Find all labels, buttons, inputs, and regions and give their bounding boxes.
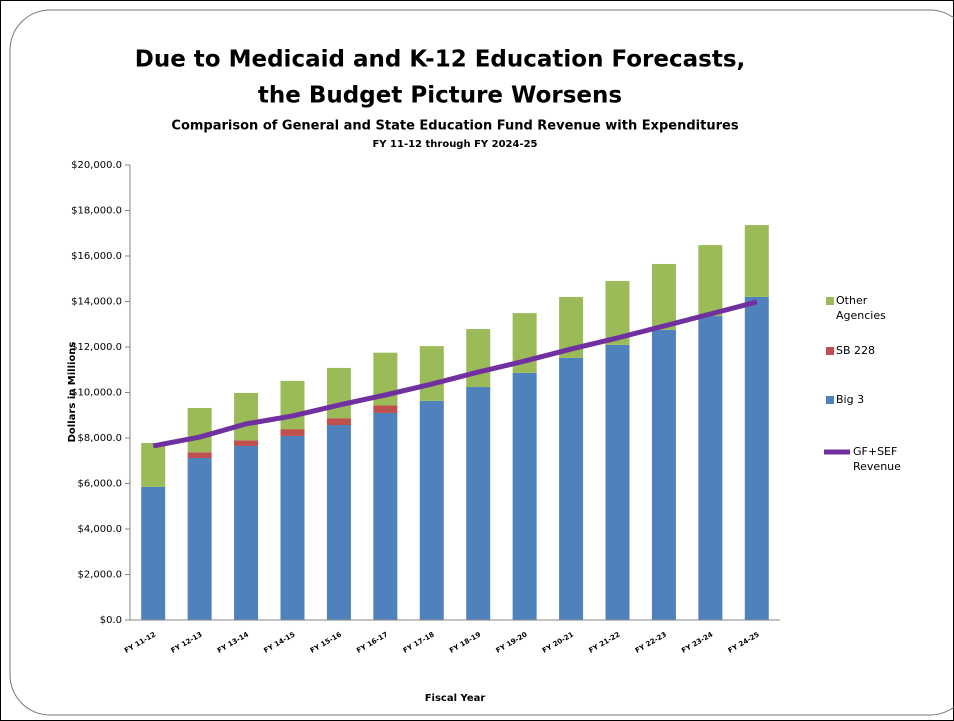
x-tick-label: FY 19-20 xyxy=(495,630,529,654)
bar-segment xyxy=(419,346,444,401)
legend-swatch xyxy=(826,396,834,404)
y-tick-label: $8,000.0 xyxy=(77,433,122,444)
x-tick-label: FY 14-15 xyxy=(262,630,296,654)
x-tick-label: FY 11-12 xyxy=(123,630,157,654)
bar-segment xyxy=(141,486,166,620)
legend-label: GF+SEF Revenue xyxy=(853,445,901,473)
x-tick-label: FY 13-14 xyxy=(216,630,250,654)
subtitle: Comparison of General and State Educatio… xyxy=(171,119,738,134)
x-tick-label: FY 23-24 xyxy=(680,630,714,654)
title: Due to Medicaid and K-12 Education Forec… xyxy=(135,47,746,73)
slide-frame xyxy=(9,9,954,716)
bar-segment xyxy=(466,329,491,388)
subtitle: FY 11-12 through FY 2024-25 xyxy=(372,139,537,150)
legend-label: Big 3 xyxy=(836,393,865,406)
y-tick-label: $14,000.0 xyxy=(71,297,122,308)
x-tick-label: FY 18-19 xyxy=(448,630,482,654)
bar-segment xyxy=(234,440,259,446)
bar-segment xyxy=(141,443,166,487)
y-tick-label: $18,000.0 xyxy=(71,206,122,217)
x-tick-label: FY 17-18 xyxy=(402,630,436,654)
bar-segment xyxy=(280,435,305,620)
bar-segment xyxy=(512,372,537,620)
bar-segment xyxy=(373,412,398,620)
bar-segment xyxy=(373,405,398,413)
bar-segment xyxy=(605,344,630,620)
bar-segment xyxy=(326,425,351,620)
y-tick-label: $10,000.0 xyxy=(71,388,122,399)
x-tick-label: FY 20-21 xyxy=(541,630,575,654)
bar-segment xyxy=(651,263,676,330)
bar-segment xyxy=(280,380,305,430)
legend-swatch xyxy=(826,347,834,355)
legend-swatch xyxy=(826,297,834,305)
bar-segment xyxy=(559,357,584,620)
x-tick-label: FY 21-22 xyxy=(587,630,621,654)
bar-segment xyxy=(698,316,723,620)
bar-segment xyxy=(234,445,259,620)
bar-segment xyxy=(187,458,212,620)
bar-segment xyxy=(187,452,212,459)
bar-segment xyxy=(187,407,212,453)
y-tick-label: $12,000.0 xyxy=(71,342,122,353)
bar-segment xyxy=(651,329,676,620)
legend-label: SB 228 xyxy=(836,344,876,357)
y-tick-label: $20,000.0 xyxy=(71,160,122,171)
bar-segment xyxy=(234,392,259,441)
bar-segment xyxy=(280,429,305,436)
bar-segment xyxy=(466,387,491,620)
legend-label: Other Agencies xyxy=(836,294,886,322)
y-tick-label: $16,000.0 xyxy=(71,251,122,262)
x-tick-label: FY 15-16 xyxy=(309,630,343,654)
bar-segment xyxy=(744,225,769,297)
bar-segment xyxy=(744,296,769,620)
x-axis-label: Fiscal Year xyxy=(425,693,486,704)
x-tick-label: FY 16-17 xyxy=(355,630,389,654)
bar-segment xyxy=(419,400,444,620)
x-tick-label: FY 24-25 xyxy=(727,630,761,654)
x-tick-label: FY 22-23 xyxy=(634,630,668,654)
y-tick-label: $2,000.0 xyxy=(77,570,122,581)
bar-segment xyxy=(698,245,723,317)
bar-segment xyxy=(326,367,351,419)
revenue-line xyxy=(152,299,758,449)
y-tick-label: $4,000.0 xyxy=(77,524,122,535)
y-tick-label: $0.0 xyxy=(100,615,122,626)
title: the Budget Picture Worsens xyxy=(258,83,622,109)
bar-segment xyxy=(326,418,351,426)
y-axis-label: Dollars in Millions xyxy=(67,342,78,443)
x-tick-label: FY 12-13 xyxy=(170,630,204,654)
y-tick-label: $6,000.0 xyxy=(77,479,122,490)
